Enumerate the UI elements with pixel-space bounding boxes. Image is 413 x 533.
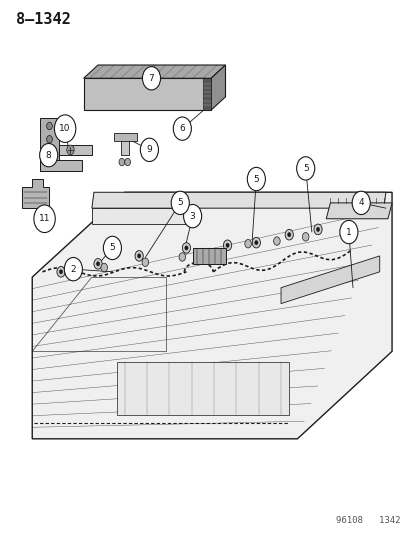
Circle shape bbox=[173, 117, 191, 140]
Circle shape bbox=[101, 263, 107, 272]
Circle shape bbox=[59, 270, 62, 274]
Circle shape bbox=[244, 239, 251, 248]
Circle shape bbox=[247, 167, 265, 191]
Circle shape bbox=[339, 220, 357, 244]
Circle shape bbox=[57, 266, 65, 277]
Text: 4: 4 bbox=[358, 198, 363, 207]
Circle shape bbox=[313, 224, 321, 235]
Circle shape bbox=[225, 243, 229, 247]
Circle shape bbox=[252, 237, 260, 248]
Circle shape bbox=[137, 254, 140, 258]
Text: 8–1342: 8–1342 bbox=[16, 12, 70, 27]
Text: 96108   1342: 96108 1342 bbox=[335, 516, 399, 525]
Text: 5: 5 bbox=[302, 164, 308, 173]
Polygon shape bbox=[22, 179, 49, 208]
Text: 7: 7 bbox=[148, 74, 154, 83]
Text: 9: 9 bbox=[146, 146, 152, 155]
Circle shape bbox=[47, 122, 52, 130]
Circle shape bbox=[296, 157, 314, 180]
Text: 5: 5 bbox=[109, 244, 115, 253]
Circle shape bbox=[171, 191, 189, 215]
Polygon shape bbox=[120, 134, 128, 155]
Text: 1: 1 bbox=[345, 228, 351, 237]
Polygon shape bbox=[325, 203, 391, 219]
Circle shape bbox=[140, 138, 158, 161]
Circle shape bbox=[351, 191, 369, 215]
Circle shape bbox=[223, 240, 231, 251]
Text: 11: 11 bbox=[39, 214, 50, 223]
Circle shape bbox=[287, 232, 290, 237]
Circle shape bbox=[66, 145, 74, 155]
Text: 10: 10 bbox=[59, 124, 71, 133]
Circle shape bbox=[178, 253, 185, 261]
Circle shape bbox=[142, 67, 160, 90]
Circle shape bbox=[184, 246, 188, 250]
Text: 2: 2 bbox=[70, 265, 76, 273]
Text: 5: 5 bbox=[177, 198, 183, 207]
Circle shape bbox=[96, 262, 100, 266]
Polygon shape bbox=[280, 256, 379, 304]
Circle shape bbox=[64, 257, 82, 281]
Circle shape bbox=[183, 205, 201, 228]
Text: 5: 5 bbox=[253, 174, 259, 183]
Polygon shape bbox=[114, 133, 137, 141]
Circle shape bbox=[119, 158, 124, 166]
Circle shape bbox=[124, 158, 130, 166]
Polygon shape bbox=[40, 118, 59, 171]
Polygon shape bbox=[192, 248, 225, 264]
Circle shape bbox=[135, 251, 143, 261]
Polygon shape bbox=[40, 160, 81, 171]
Text: 8: 8 bbox=[46, 151, 52, 160]
Circle shape bbox=[316, 227, 319, 231]
Polygon shape bbox=[116, 362, 289, 415]
Circle shape bbox=[54, 115, 76, 142]
Circle shape bbox=[182, 243, 190, 253]
Circle shape bbox=[285, 229, 293, 240]
Polygon shape bbox=[83, 78, 211, 110]
Circle shape bbox=[301, 232, 308, 241]
Polygon shape bbox=[92, 208, 186, 224]
Circle shape bbox=[47, 135, 52, 143]
Circle shape bbox=[34, 205, 55, 232]
Polygon shape bbox=[32, 192, 391, 439]
Circle shape bbox=[273, 237, 280, 245]
Circle shape bbox=[103, 236, 121, 260]
Circle shape bbox=[40, 143, 57, 167]
Polygon shape bbox=[83, 65, 225, 78]
Circle shape bbox=[94, 259, 102, 269]
Circle shape bbox=[142, 258, 148, 266]
Polygon shape bbox=[59, 144, 92, 155]
Polygon shape bbox=[92, 192, 385, 208]
Polygon shape bbox=[202, 78, 211, 110]
Text: 6: 6 bbox=[179, 124, 185, 133]
Circle shape bbox=[254, 240, 257, 245]
Polygon shape bbox=[211, 65, 225, 110]
Text: 3: 3 bbox=[189, 212, 195, 221]
